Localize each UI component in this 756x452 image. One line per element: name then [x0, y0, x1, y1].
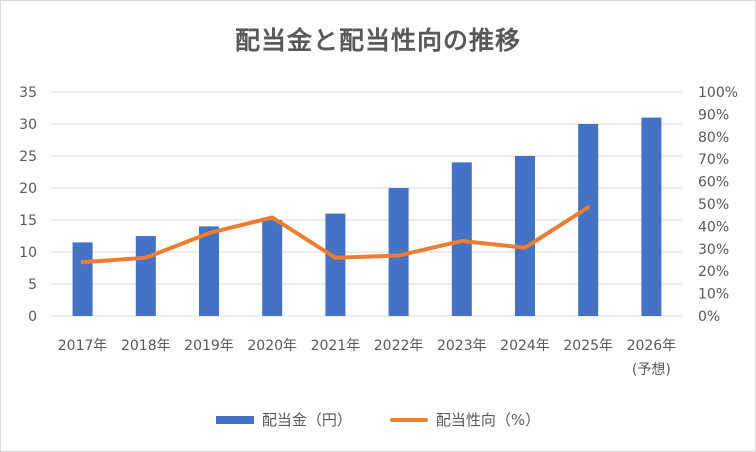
y-left-tick-label: 35 — [19, 85, 37, 101]
x-tick-label: 2022年 — [374, 338, 424, 354]
y-right-tick-label: 20% — [698, 264, 729, 280]
x-tick-label: 2019年 — [184, 338, 234, 354]
legend: 配当金（円） 配当性向（%） — [1, 409, 755, 430]
bar — [578, 124, 599, 316]
bar — [388, 188, 409, 316]
y-right-tick-label: 40% — [698, 219, 729, 235]
y-left-tick-label: 20 — [19, 181, 37, 197]
legend-label-payout: 配当性向（%） — [435, 411, 541, 429]
x-tick-label: 2025年 — [563, 338, 613, 354]
bar — [199, 226, 219, 316]
bar — [72, 242, 93, 316]
legend-swatch-line — [389, 417, 428, 422]
bar — [515, 156, 535, 316]
legend-item-dividend: 配当金（円） — [215, 409, 352, 430]
y-right-tick-label: 50% — [698, 197, 729, 213]
x-tick-label: 2020年 — [247, 338, 297, 354]
y-left-tick-label: 5 — [28, 277, 37, 293]
y-right-tick-label: 70% — [698, 152, 729, 168]
legend-swatch-bar — [215, 415, 254, 424]
bar — [135, 236, 156, 316]
x-tick-label: 2021年 — [311, 338, 361, 354]
x-tick-label: 2026年(予想) — [627, 338, 677, 378]
y-left-tick-label: 25 — [19, 149, 37, 165]
y-right-tick-label: 100% — [698, 85, 738, 101]
legend-label-dividend: 配当金（円） — [261, 411, 352, 429]
y-left-tick-label: 30 — [19, 117, 37, 133]
y-right-tick-label: 90% — [698, 107, 729, 123]
x-tick-label: 2023年 — [437, 338, 487, 354]
bar — [641, 117, 662, 316]
y-right-tick-label: 0% — [698, 309, 720, 325]
x-tick-label: 2017年 — [58, 338, 108, 354]
y-right-tick-label: 80% — [698, 130, 729, 146]
y-left-tick-label: 0 — [28, 309, 37, 325]
y-right-tick-label: 60% — [698, 175, 729, 191]
chart-title: 配当金と配当性向の推移 — [234, 26, 521, 55]
x-tick-label: 2024年 — [500, 338, 550, 354]
x-tick-label: 2018年 — [121, 338, 171, 354]
y-left-tick-label: 15 — [19, 213, 37, 229]
chart-plot: 0 5 10 15 20 25 30 35 0% 10% 20% 30% 40% 50% 60% 70% 80%… — [19, 85, 738, 378]
y-right-tick-label: 30% — [698, 242, 729, 258]
y-right-tick-label: 10% — [698, 287, 729, 303]
bar — [325, 213, 346, 316]
y-left-tick-label: 10 — [19, 245, 37, 261]
bar — [262, 220, 283, 316]
legend-item-payout: 配当性向（%） — [389, 409, 541, 430]
